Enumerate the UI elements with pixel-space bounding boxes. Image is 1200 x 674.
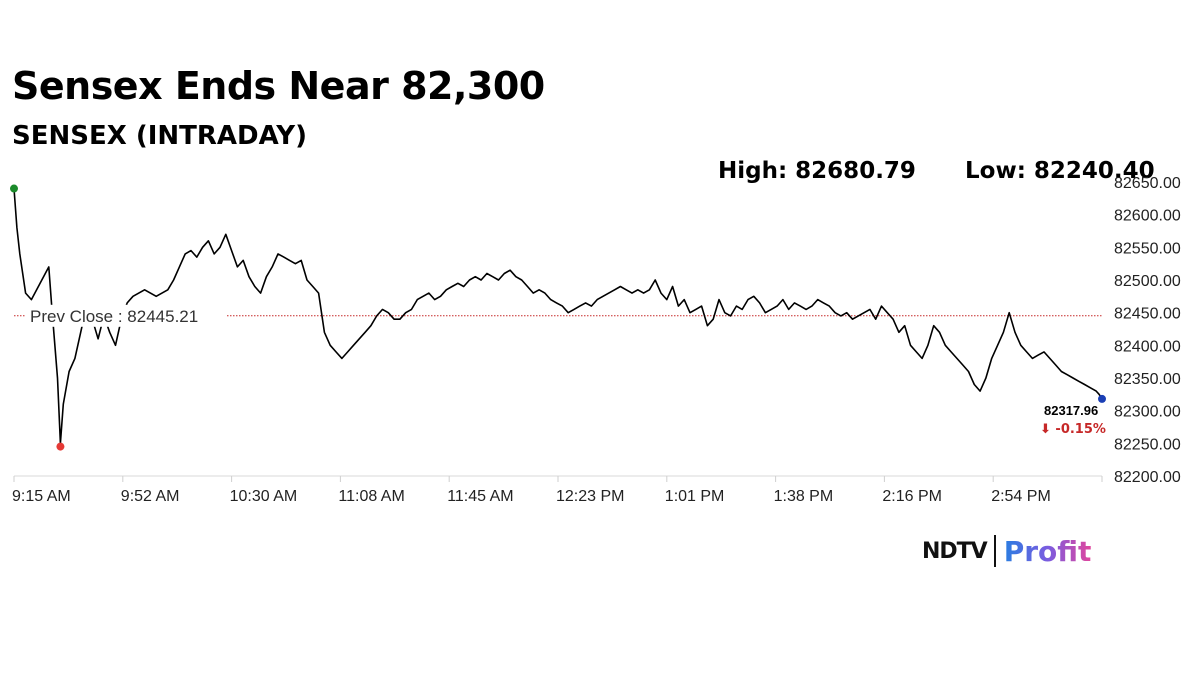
x-tick-label: 12:23 PM bbox=[556, 488, 624, 505]
y-tick-label: 82400.00 bbox=[1114, 338, 1181, 355]
x-tick-label: 1:38 PM bbox=[774, 488, 834, 505]
y-tick-label: 82350.00 bbox=[1114, 371, 1181, 388]
prev-close-label-bg bbox=[26, 304, 226, 327]
day-low-marker bbox=[56, 442, 65, 451]
y-tick-label: 82650.00 bbox=[1114, 175, 1181, 192]
x-tick-label: 9:52 AM bbox=[121, 488, 180, 505]
profit-wordmark: Profit bbox=[1003, 534, 1092, 568]
last-change-label: ⬇ -0.15% bbox=[1040, 422, 1106, 437]
x-tick-label: 11:08 AM bbox=[338, 488, 404, 505]
x-tick-label: 1:01 PM bbox=[665, 488, 725, 505]
y-tick-label: 82200.00 bbox=[1114, 469, 1181, 486]
sensex-series-line bbox=[13, 188, 1103, 445]
x-tick-label: 11:45 AM bbox=[447, 488, 513, 505]
last-price-label: 82317.96 bbox=[1044, 403, 1098, 418]
prev-close-label: Prev Close : 82445.21 bbox=[30, 307, 198, 326]
ndtv-wordmark: NDTV bbox=[922, 538, 988, 564]
y-tick-label: 82500.00 bbox=[1114, 273, 1181, 290]
y-tick-label: 82600.00 bbox=[1114, 208, 1181, 225]
x-tick-label: 2:54 PM bbox=[991, 488, 1051, 505]
open-marker bbox=[10, 184, 18, 193]
chart-subtitle: SENSEX (INTRADAY) bbox=[12, 121, 307, 151]
x-tick-label: 10:30 AM bbox=[230, 488, 298, 505]
day-high-label: High: 82680.79 bbox=[718, 158, 916, 184]
ndtv-profit-logo: NDTV Profit bbox=[922, 533, 1091, 569]
y-tick-label: 82450.00 bbox=[1114, 306, 1181, 323]
last-marker bbox=[1098, 394, 1106, 403]
y-tick-label: 82250.00 bbox=[1114, 436, 1181, 453]
x-tick-label: 2:16 PM bbox=[882, 488, 942, 505]
y-tick-label: 82300.00 bbox=[1114, 404, 1181, 421]
logo-divider bbox=[993, 535, 996, 567]
chart-title: Sensex Ends Near 82,300 bbox=[12, 64, 545, 108]
day-low-label: Low: 82240.40 bbox=[965, 158, 1155, 184]
y-tick-label: 82550.00 bbox=[1114, 240, 1181, 257]
x-tick-label: 9:15 AM bbox=[12, 488, 71, 505]
